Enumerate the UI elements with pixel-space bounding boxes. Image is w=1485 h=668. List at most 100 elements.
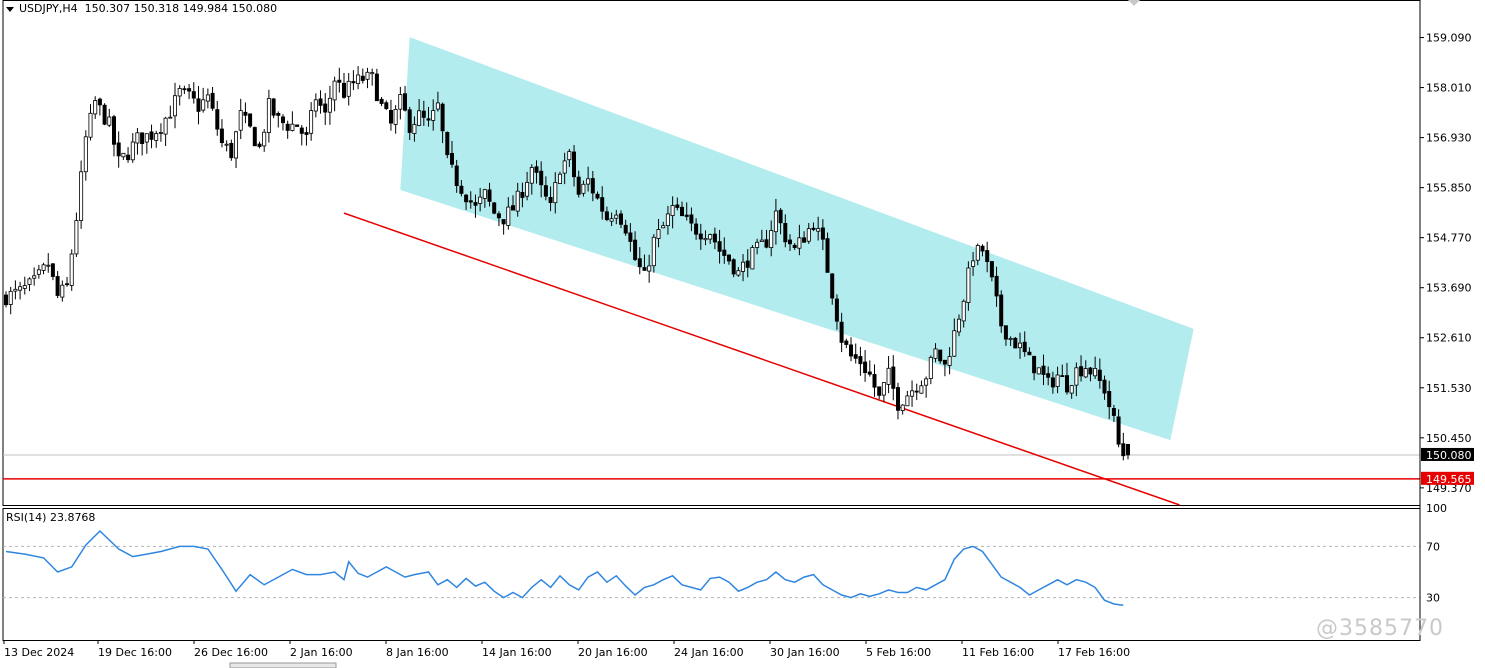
candle-bear (440, 103, 445, 132)
candle-bear (510, 205, 515, 211)
candle-bull (1083, 368, 1088, 378)
candle-bull (975, 244, 980, 261)
candle-bear (1088, 367, 1093, 375)
rsi-pane[interactable] (2, 508, 1421, 641)
candle-bear (1032, 355, 1037, 374)
candle-bull (581, 183, 586, 194)
candle-bull (910, 390, 915, 397)
candle-bull (144, 133, 149, 143)
candle-bull (736, 270, 741, 276)
candle-bull (609, 218, 614, 222)
candle-bear (595, 193, 600, 199)
candle-bear (872, 373, 877, 388)
time-tick-label: 11 Feb 16:00 (962, 646, 1034, 659)
candle-bear (243, 111, 248, 116)
current-price-label: 150.080 (1426, 449, 1472, 462)
price-pane[interactable] (2, 0, 1421, 506)
candle-bear (492, 202, 497, 214)
candle-bear (999, 294, 1004, 327)
candle-bear (727, 254, 732, 262)
candle-bear (1079, 366, 1084, 377)
rsi-line[interactable] (5, 529, 1124, 607)
candle-bull (135, 132, 140, 144)
candle-bear (891, 366, 896, 389)
candle-bear (853, 354, 858, 359)
candle-bull (614, 214, 619, 219)
candle-bear (600, 197, 605, 212)
time-tick-label: 8 Jan 16:00 (386, 646, 449, 659)
candle-bull (651, 236, 656, 267)
candle-bull (525, 181, 530, 197)
candle-bear (572, 151, 577, 178)
candle-bull (1036, 367, 1041, 375)
candle-bull (919, 385, 924, 394)
candle-bear (684, 214, 689, 217)
candle-bear (731, 259, 736, 275)
candle-bull (327, 97, 332, 113)
candle-bear (65, 283, 70, 286)
candle-bull (233, 131, 238, 159)
candle-bull (1055, 374, 1060, 387)
candle-bull (661, 225, 666, 229)
candle-bear (473, 202, 478, 206)
candle-bull (924, 378, 929, 386)
candle-bull (60, 284, 65, 298)
candle-bull (971, 260, 976, 267)
time-tick-label: 30 Jan 16:00 (770, 646, 840, 659)
candle-bear (980, 245, 985, 252)
candle-bull (346, 80, 351, 97)
candle-bear (942, 359, 947, 365)
chart-shift-marker-icon[interactable] (1128, 0, 1140, 6)
candle-bear (215, 109, 220, 130)
rsi-axis-label: 30 (1426, 592, 1440, 605)
candle-bear (295, 124, 300, 127)
candle-bear (1116, 416, 1121, 445)
ohlc-values: 150.307 150.318 149.984 150.080 (84, 2, 278, 15)
candle-bull (262, 131, 267, 147)
candle-bull (435, 102, 440, 110)
candle-bear (633, 239, 638, 260)
candle-bear (187, 88, 192, 92)
candle-bear (426, 118, 431, 121)
candle-bear (590, 178, 595, 194)
collapse-arrow-icon[interactable] (6, 6, 14, 12)
candle-bull (478, 196, 483, 204)
candle-bear (802, 237, 807, 243)
candle-bear (285, 123, 290, 131)
candle-bear (628, 232, 633, 242)
candle-bull (88, 112, 93, 138)
candle-bear (543, 185, 548, 197)
candle-bear (839, 321, 844, 343)
candle-bear (140, 132, 145, 145)
watermark: @3585770 (1316, 616, 1444, 641)
candle-bear (867, 371, 872, 375)
candle-bull (886, 367, 891, 385)
rsi-pane-frame (2, 508, 1421, 641)
descending-channel[interactable] (400, 37, 1194, 441)
candle-bear (112, 116, 117, 145)
candle-bear (219, 128, 224, 144)
candle-bull (290, 123, 295, 131)
candle-bear (1102, 379, 1107, 394)
candle-bear (717, 241, 722, 252)
candle-bull (755, 241, 760, 248)
candle-bull (121, 152, 126, 158)
candle-bear (642, 267, 647, 271)
candle-bear (149, 131, 154, 140)
candle-bull (74, 220, 79, 255)
candle-bear (534, 166, 539, 173)
candle-bear (1107, 390, 1112, 408)
candles (4, 66, 1131, 461)
candle-bull (22, 285, 27, 289)
trend-line[interactable] (343, 212, 1180, 506)
chart-tab[interactable] (229, 662, 337, 668)
candle-bear (520, 191, 525, 198)
candle-bull (515, 190, 520, 212)
candle-bear (820, 227, 825, 240)
candle-bull (647, 265, 652, 272)
candle-bull (83, 136, 88, 173)
candle-bear (849, 344, 854, 357)
time-tick-label: 5 Feb 16:00 (866, 646, 931, 659)
candle-bull (18, 286, 23, 291)
